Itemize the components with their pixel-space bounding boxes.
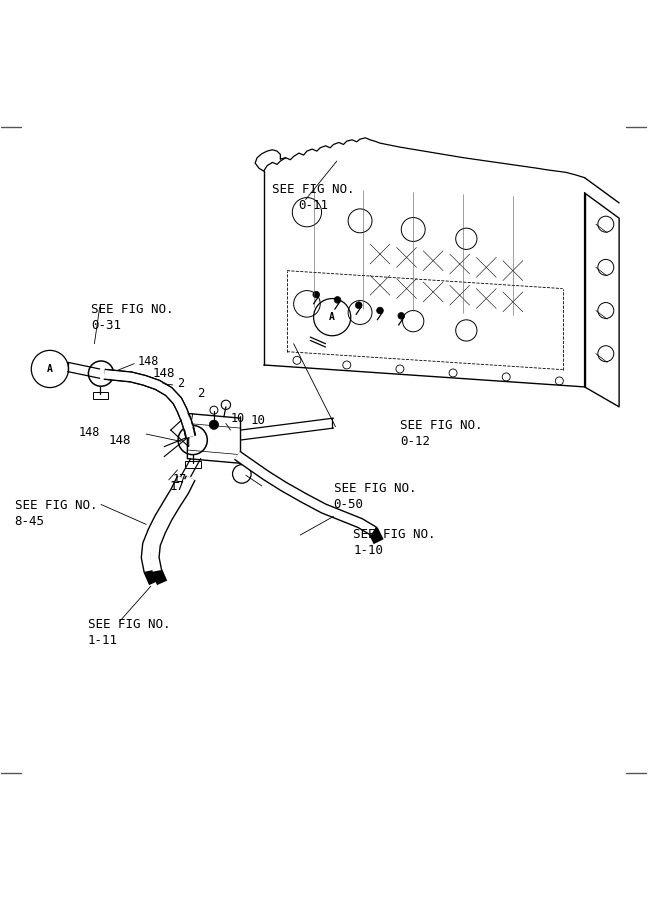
Circle shape [334, 297, 341, 303]
Circle shape [398, 312, 405, 319]
Text: SEE FIG NO.
1-11: SEE FIG NO. 1-11 [88, 618, 170, 647]
Text: SEE FIG NO.
0-12: SEE FIG NO. 0-12 [400, 418, 482, 448]
Text: 10: 10 [251, 414, 265, 427]
Text: 148: 148 [137, 356, 159, 368]
Text: 17: 17 [173, 472, 187, 486]
Circle shape [313, 292, 319, 298]
Text: SEE FIG NO.
0-50: SEE FIG NO. 0-50 [334, 482, 416, 511]
Circle shape [377, 307, 384, 314]
Circle shape [210, 406, 218, 414]
Circle shape [396, 365, 404, 373]
FancyBboxPatch shape [93, 392, 107, 399]
FancyBboxPatch shape [185, 462, 201, 468]
Circle shape [293, 356, 301, 365]
Circle shape [449, 369, 457, 377]
Text: SEE FIG NO.
8-45: SEE FIG NO. 8-45 [15, 499, 97, 527]
Text: 148: 148 [109, 434, 131, 446]
Text: A: A [47, 364, 53, 374]
Circle shape [209, 420, 219, 429]
Text: 148: 148 [153, 367, 175, 380]
Text: 2: 2 [197, 387, 204, 400]
Text: SEE FIG NO.
0-31: SEE FIG NO. 0-31 [91, 302, 173, 332]
Text: A: A [329, 312, 335, 322]
Circle shape [343, 361, 351, 369]
Text: SEE FIG NO.
1-10: SEE FIG NO. 1-10 [354, 528, 436, 557]
Text: SEE FIG NO.
0-11: SEE FIG NO. 0-11 [272, 183, 355, 212]
Text: 148: 148 [78, 426, 99, 438]
Circle shape [502, 373, 510, 381]
Circle shape [556, 377, 564, 385]
Text: 17: 17 [170, 480, 185, 493]
Text: 2: 2 [177, 377, 185, 390]
Circle shape [356, 302, 362, 309]
Text: 10: 10 [231, 411, 245, 425]
